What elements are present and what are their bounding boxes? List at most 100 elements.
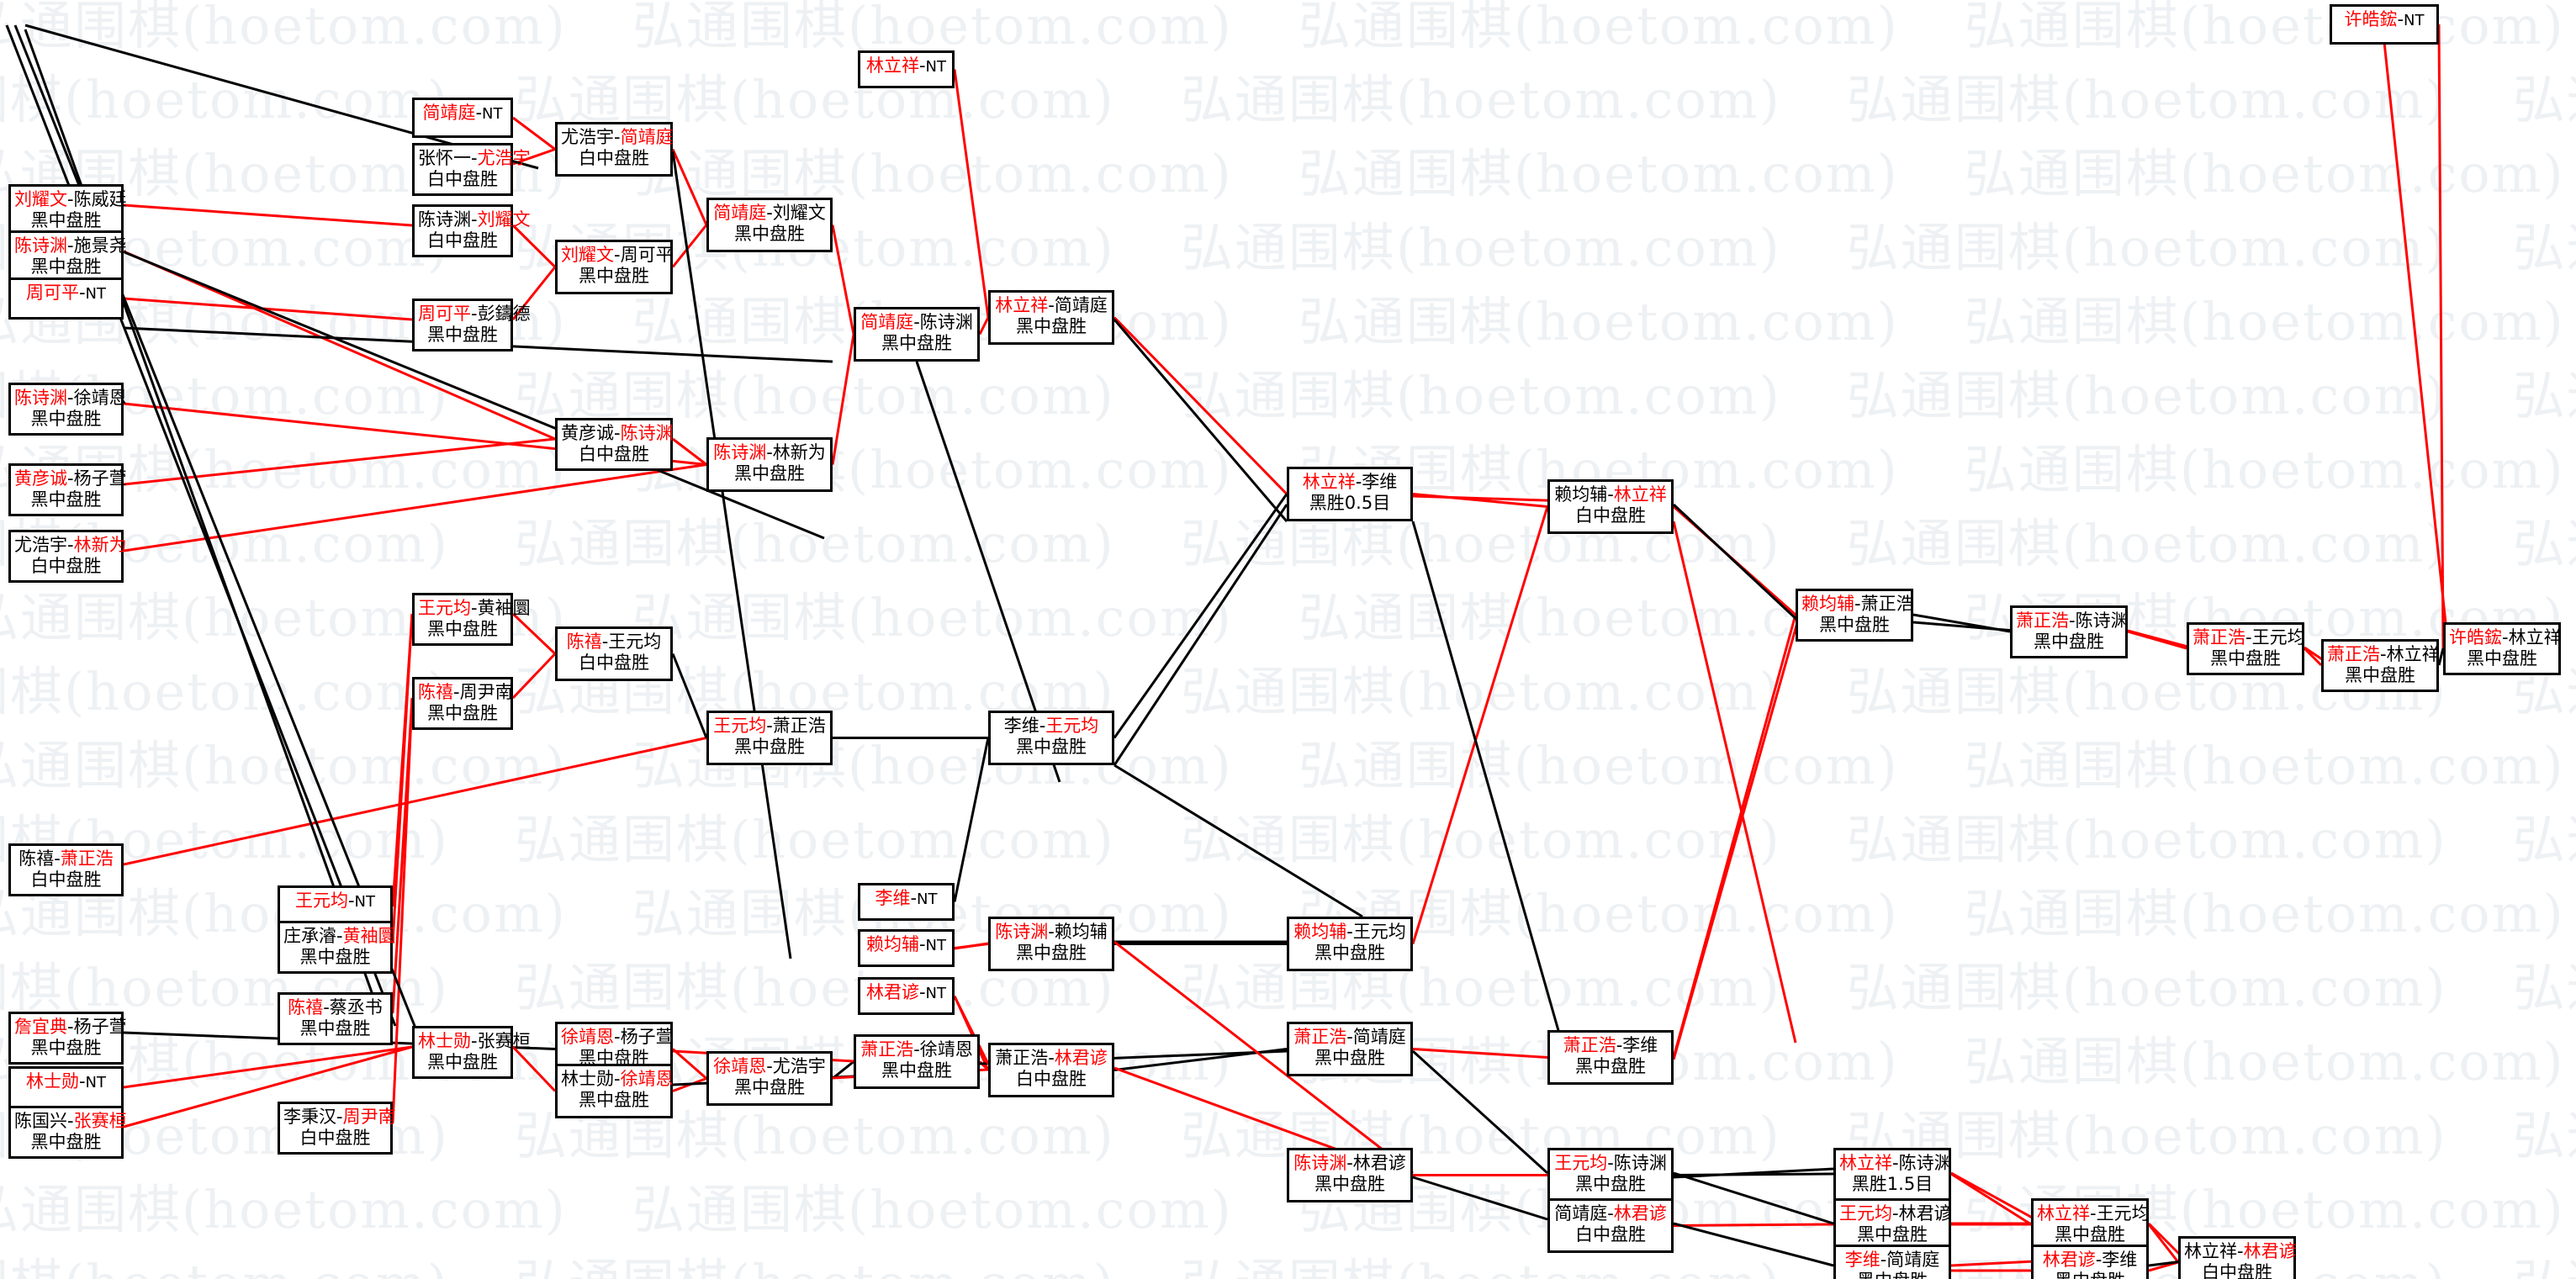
player-separator: - <box>471 598 478 618</box>
bracket-connector <box>512 116 556 151</box>
match-result: 黑中盘胜 <box>1016 736 1087 757</box>
player-separator: - <box>910 888 918 908</box>
match-node[interactable]: 林立祥-李维 黑胜0.5目 <box>1287 467 1413 521</box>
bracket-connector <box>1411 506 1549 944</box>
match-node[interactable]: 简靖庭-NT <box>412 98 513 138</box>
player-separator: - <box>475 103 483 123</box>
match-node[interactable]: 陈禧-王元均 白中盘胜 <box>555 626 673 681</box>
match-node[interactable]: 尤浩宇-简靖庭 白中盘胜 <box>555 122 674 177</box>
match-node[interactable]: 林立祥-NT <box>858 50 955 88</box>
match-node[interactable]: 简靖庭-陈诗渊 黑中盘胜 <box>854 307 980 362</box>
match-node[interactable]: 许皓鋐-林立祥 黑中盘胜 <box>2443 622 2562 675</box>
match-node[interactable]: 陈诗渊-赖均辅 黑中盘胜 <box>988 917 1114 971</box>
match-node[interactable]: 庄承濬-黄袖圜 黑中盘胜 <box>278 921 396 974</box>
match-node[interactable]: 王元均-林君谚 黑中盘胜 <box>1833 1198 1952 1251</box>
player-one: 陈禧 <box>19 848 55 869</box>
match-node[interactable]: 林君谚-NT <box>858 977 955 1015</box>
player-two: 简靖庭 <box>620 127 674 147</box>
player-two: 林新为 <box>73 535 127 555</box>
match-node[interactable]: 萧正浩-林君谚 白中盘胜 <box>988 1043 1114 1097</box>
match-node[interactable]: 陈诗渊-林新为 黑中盘胜 <box>706 437 833 492</box>
match-node[interactable]: 赖均辅-林立祥 白中盘胜 <box>1547 479 1674 534</box>
match-node[interactable]: 林士勋-徐靖恩 黑中盘胜 <box>555 1064 674 1118</box>
match-node[interactable]: 萧正浩-徐靖恩 黑中盘胜 <box>854 1034 980 1089</box>
player-separator: - <box>601 632 609 652</box>
player-one: 张怀一 <box>418 148 471 168</box>
match-node[interactable]: 林士勋-NT <box>8 1066 124 1108</box>
match-node[interactable]: 赖均辅-王元均 黑中盘胜 <box>1287 917 1413 971</box>
match-result: 黑中盘胜 <box>1575 1055 1646 1076</box>
match-result: 白中盘胜 <box>579 652 649 673</box>
match-node[interactable]: 萧正浩-林立祥 黑中盘胜 <box>2321 639 2440 692</box>
match-node[interactable]: 周可平-NT <box>8 277 124 320</box>
match-node[interactable]: 詹宜典-杨子萱 黑中盘胜 <box>8 1012 127 1065</box>
match-node[interactable]: 徐靖恩-尤浩宇 黑中盘胜 <box>706 1051 833 1106</box>
match-node[interactable]: 林立祥-王元均 黑中盘胜 <box>2031 1198 2150 1251</box>
match-result: 黑中盘胜 <box>30 256 102 277</box>
match-node[interactable]: 陈诗渊-刘耀文 白中盘胜 <box>412 204 531 257</box>
match-node[interactable]: 王元均-黄袖圜 黑中盘胜 <box>412 593 531 646</box>
match-node[interactable]: 尤浩宇-林新为 白中盘胜 <box>8 530 127 583</box>
match-node[interactable]: 萧正浩-王元均 黑中盘胜 <box>2187 622 2305 675</box>
match-node[interactable]: 萧正浩-李维 黑中盘胜 <box>1547 1030 1674 1085</box>
match-node[interactable]: 王元均-萧正浩 黑中盘胜 <box>706 711 833 765</box>
match-result: 白中盘胜 <box>1016 1068 1087 1089</box>
bracket-connector <box>672 1077 707 1092</box>
match-node[interactable]: 陈诗渊-施景尧 黑中盘胜 <box>8 230 127 283</box>
match-node[interactable]: 许皓鋐-NT <box>2330 4 2439 45</box>
player-separator: - <box>918 55 926 76</box>
match-node[interactable]: 林立祥-陈诗渊 黑胜1.5目 <box>1833 1148 1952 1201</box>
player-two: 张赛桓 <box>477 1031 531 1051</box>
player-two: 萧正浩 <box>1860 594 1914 614</box>
match-node[interactable]: 陈诗渊-徐靖恩 黑中盘胜 <box>8 383 127 436</box>
match-result: 黑中盘胜 <box>1575 1173 1646 1194</box>
match-node[interactable]: 王元均-陈诗渊 黑中盘胜 <box>1547 1148 1674 1202</box>
match-node[interactable]: 李维-王元均 黑中盘胜 <box>988 711 1114 765</box>
player-one: 赖均辅 <box>1554 484 1608 505</box>
match-node[interactable]: 刘耀文-陈威廷 黑中盘胜 <box>8 184 127 237</box>
bracket-connector-extra <box>2148 1260 2183 1267</box>
player-separator: - <box>1048 922 1055 942</box>
match-node[interactable]: 陈禧-萧正浩 白中盘胜 <box>8 843 124 896</box>
match-node[interactable]: 张怀一-尤浩宇 白中盘胜 <box>412 143 531 196</box>
match-node[interactable]: 黄彦诚-杨子萱 黑中盘胜 <box>8 463 127 516</box>
match-node[interactable]: 林立祥-林君谚 白中盘胜 <box>2178 1236 2297 1279</box>
match-node[interactable]: 林立祥-简靖庭 黑中盘胜 <box>988 290 1114 345</box>
match-node[interactable]: 周可平-彭鑄德 黑中盘胜 <box>412 299 531 351</box>
player-one: 陈国兴 <box>14 1111 67 1131</box>
match-result: 黑中盘胜 <box>427 618 498 639</box>
match-node[interactable]: 陈诗渊-林君谚 黑中盘胜 <box>1287 1148 1413 1202</box>
match-node[interactable]: 刘耀文-周可平 黑中盘胜 <box>555 240 674 294</box>
match-node[interactable]: 赖均辅-NT <box>858 929 955 967</box>
match-players: 萧正浩-简靖庭 <box>1293 1027 1407 1048</box>
match-node[interactable]: 李秉汉-周尹南 白中盘胜 <box>278 1102 396 1155</box>
bracket-connector <box>978 316 990 336</box>
match-node[interactable]: 萧正浩-简靖庭 黑中盘胜 <box>1287 1022 1413 1076</box>
bracket-connector <box>1673 1172 1834 1176</box>
player-one: 李维 <box>1844 1250 1880 1270</box>
match-node[interactable]: 赖均辅-萧正浩 黑中盘胜 <box>1796 589 1914 642</box>
player-two: 陈诗渊 <box>919 312 973 332</box>
match-result: 黑中盘胜 <box>881 332 952 353</box>
match-node[interactable]: 李维-NT <box>858 883 955 921</box>
match-node[interactable]: 简靖庭-林君谚 白中盘胜 <box>1547 1198 1674 1253</box>
match-node[interactable]: 陈国兴-张赛桓 黑中盘胜 <box>8 1106 127 1159</box>
match-node[interactable]: 萧正浩-陈诗渊 黑中盘胜 <box>2010 605 2129 658</box>
match-node[interactable]: 简靖庭-刘耀文 黑中盘胜 <box>706 198 833 252</box>
player-one: 赖均辅 <box>1293 922 1347 942</box>
match-node[interactable]: 林士勋-张赛桓 黑中盘胜 <box>412 1026 531 1079</box>
bracket-connector <box>1113 316 1288 495</box>
watermark-text: 弘通围棋(hoetom.com)弘通围棋(hoetom.com)弘通围棋(hoe… <box>0 291 2565 352</box>
player-separator: - <box>2245 627 2252 647</box>
match-players: 刘耀文-陈威廷 <box>14 189 127 210</box>
match-node[interactable]: 陈禧-周尹南 黑中盘胜 <box>412 677 513 730</box>
match-node[interactable]: 黄彦诚-陈诗渊 白中盘胜 <box>555 418 674 471</box>
match-result: 白中盘胜 <box>579 443 649 464</box>
match-node[interactable]: 陈禧-蔡丞书 黑中盘胜 <box>278 992 393 1045</box>
player-two: NT <box>85 1074 107 1091</box>
player-one: 李维 <box>1003 716 1039 736</box>
player-one: 林立祥 <box>2037 1203 2090 1224</box>
